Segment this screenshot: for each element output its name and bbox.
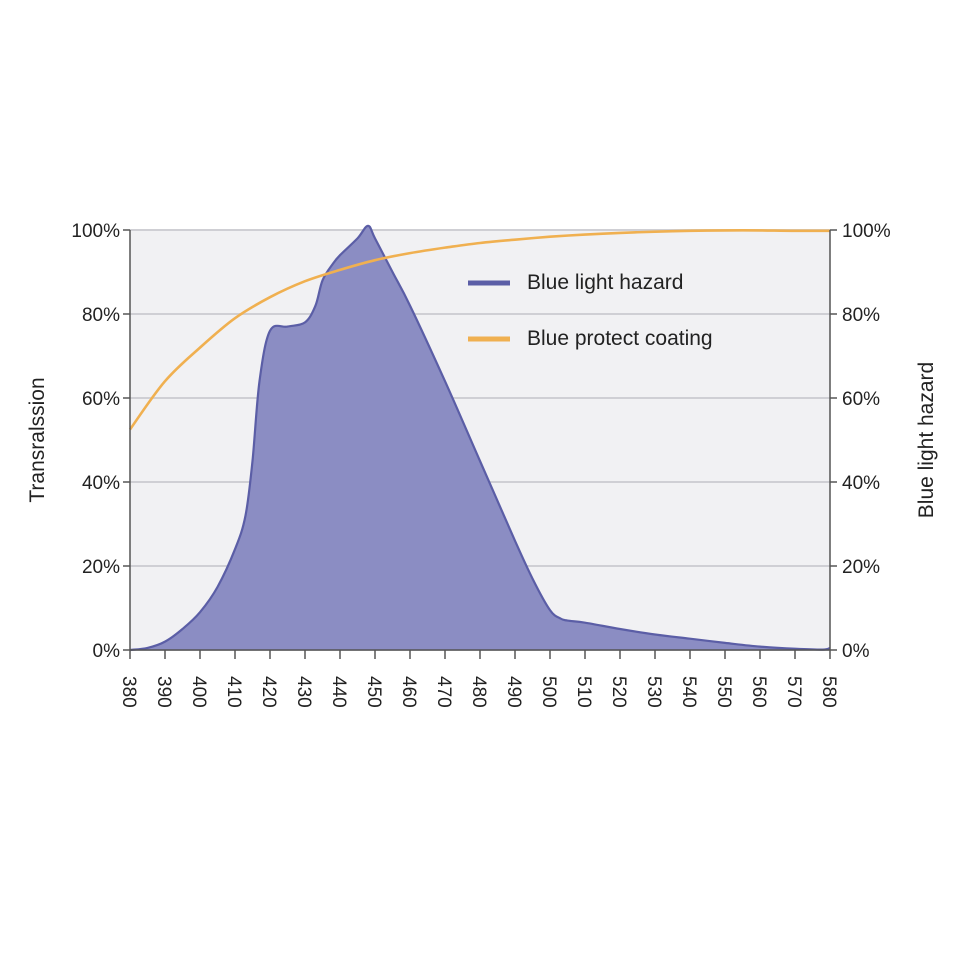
x-tick-label: 540 [678,676,699,708]
x-tick-label: 380 [118,676,139,708]
line-coating [128,229,831,431]
y-tick-label: 80% [82,305,120,326]
y-tick-label: 0% [93,641,121,662]
legend-label-coating: Blue protect coating [527,327,713,350]
x-tick-label: 510 [573,676,594,708]
x-tick-label: 430 [293,676,314,708]
y-tick-label: 20% [82,557,120,578]
x-tick-label: 470 [433,676,454,708]
y2-axis-title: Blue light hazard [915,362,938,518]
y2-tick-label: 0% [842,641,870,662]
area-fill-hazard [130,225,830,651]
y2-tick-label: 80% [842,305,880,326]
x-tick-labels: 380 390 400 410 420 430 440 450 460 470 480 490 500 5… [118,676,839,708]
x-tick-label: 460 [398,676,419,708]
x-tick-label: 500 [538,676,559,708]
legend: Blue light hazard Blue protect coating [468,271,713,350]
x-tick-label: 490 [503,676,524,708]
x-tick-label: 550 [713,676,734,708]
x-tick-label: 390 [153,676,174,708]
x-tick-label: 560 [748,676,769,708]
line-series [128,229,831,431]
y2-tick-label: 100% [842,221,891,242]
x-tick-label: 440 [328,676,349,708]
y2-tick-labels: 0% 20% 40% 60% 80% 100% [842,221,891,662]
x-tick-label: 520 [608,676,629,708]
x-tick-label: 530 [643,676,664,708]
x-tick-label: 410 [223,676,244,708]
y-tick-label: 40% [82,473,120,494]
x-tick-label: 400 [188,676,209,708]
x-tick-label: 580 [818,676,839,708]
y2-tick-label: 60% [842,389,880,410]
y2-tick-label: 20% [842,557,880,578]
axes [123,229,837,659]
x-tick-label: 450 [363,676,384,708]
legend-label-hazard: Blue light hazard [527,271,683,294]
y-axis-title: Transralssion [26,377,49,502]
x-tick-label: 420 [258,676,279,708]
x-tick-label: 480 [468,676,489,708]
area-series [129,224,831,652]
x-tick-label: 570 [783,676,804,708]
y2-tick-label: 40% [842,473,880,494]
y-tick-label: 100% [71,221,120,242]
area-outline-hazard [129,224,831,652]
y-tick-labels: 0% 20% 40% 60% 80% 100% [71,221,120,662]
y-tick-label: 60% [82,389,120,410]
